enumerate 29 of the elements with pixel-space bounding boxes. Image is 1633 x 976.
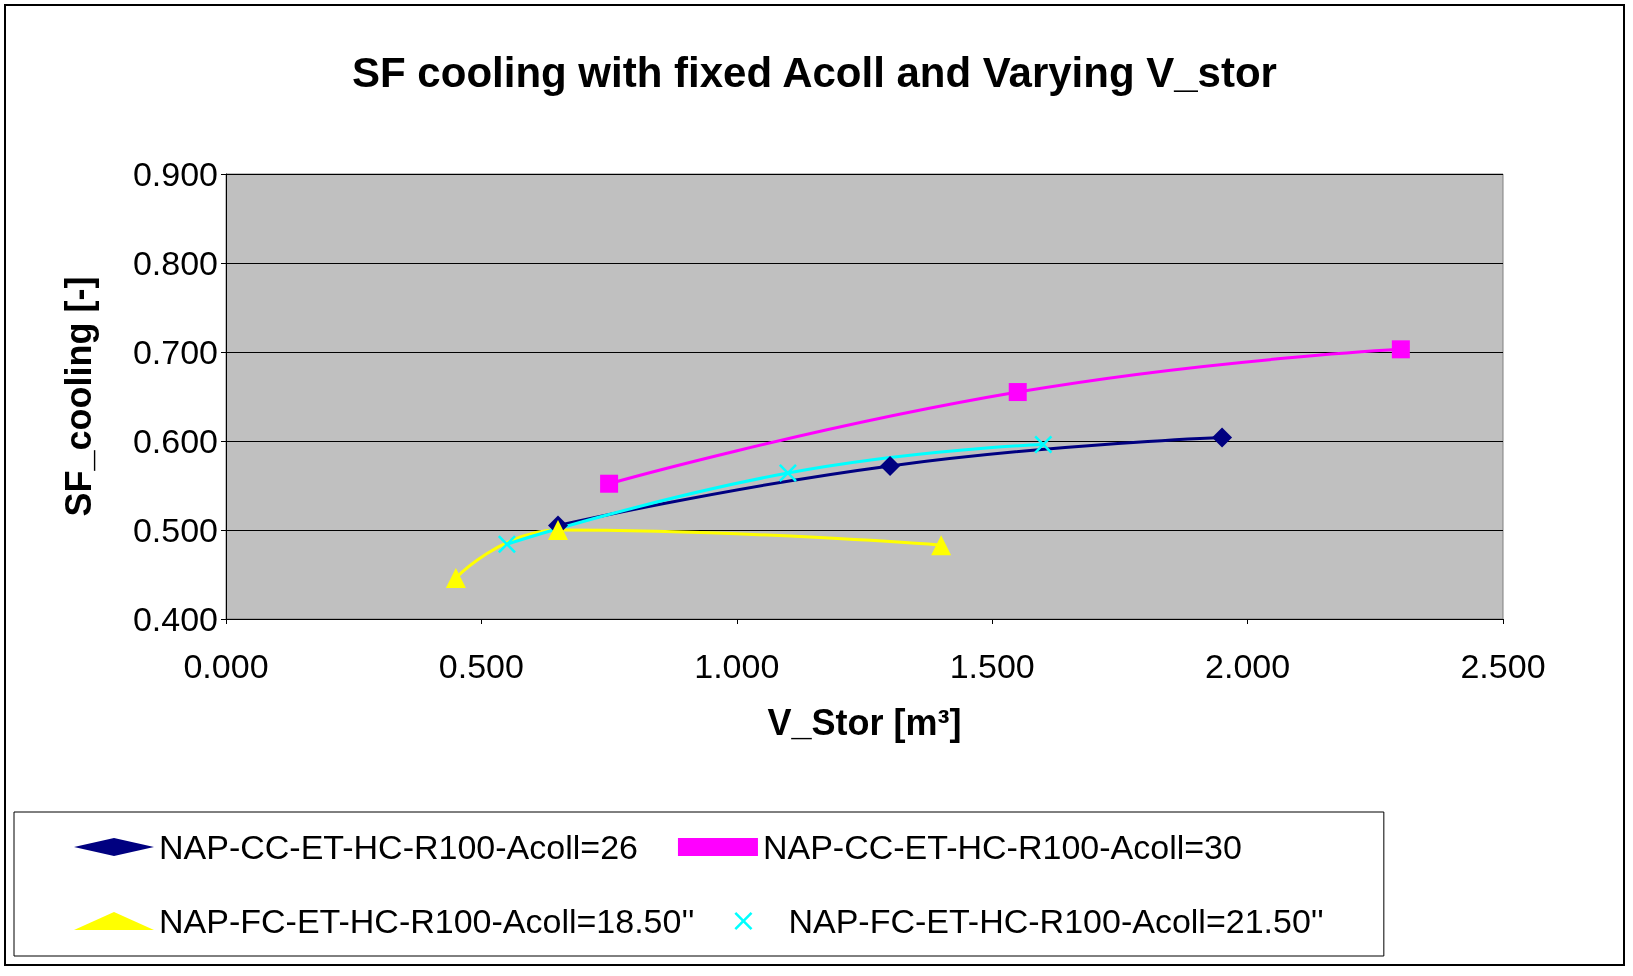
legend-label: NAP-CC-ET-HC-R100-Acoll=26 — [159, 828, 638, 866]
point — [931, 535, 952, 556]
y-tick-label: 0.700 — [132, 333, 218, 371]
y-tick-label: 0.600 — [132, 422, 218, 460]
point — [1212, 427, 1233, 448]
point — [1008, 383, 1027, 402]
x-axis-title: V_Stor [m³] — [767, 701, 962, 743]
x-tick-label: 1.500 — [949, 647, 1035, 685]
y-tick-label: 0.800 — [132, 244, 218, 282]
x-tick-label: 0.000 — [183, 647, 269, 685]
point — [497, 535, 516, 554]
point — [880, 455, 901, 476]
y-tick-label: 0.400 — [132, 600, 218, 638]
y-tick-label: 0.500 — [132, 511, 218, 549]
x-tick-label: 0.500 — [438, 647, 524, 685]
chart-title: SF cooling with fixed Acoll and Varying V_stor — [352, 48, 1277, 96]
point — [445, 568, 466, 589]
legend-label: NAP-FC-ET-HC-R100-Acoll=21.50'' — [788, 902, 1324, 940]
point — [548, 520, 569, 540]
point — [1034, 435, 1053, 454]
y-axis-title: SF_cooling [-] — [57, 276, 99, 517]
legend-label: NAP-CC-ET-HC-R100-Acoll=30 — [762, 828, 1242, 866]
y-tick-label: 0.900 — [132, 155, 218, 193]
point — [600, 474, 619, 493]
point — [1391, 340, 1410, 359]
x-tick-label: 2.500 — [1460, 647, 1546, 685]
x-tick-label: 2.000 — [1205, 647, 1291, 685]
legend-label: NAP-FC-ET-HC-R100-Acoll=18.50'' — [159, 902, 695, 940]
x-tick-label: 1.000 — [694, 647, 780, 685]
